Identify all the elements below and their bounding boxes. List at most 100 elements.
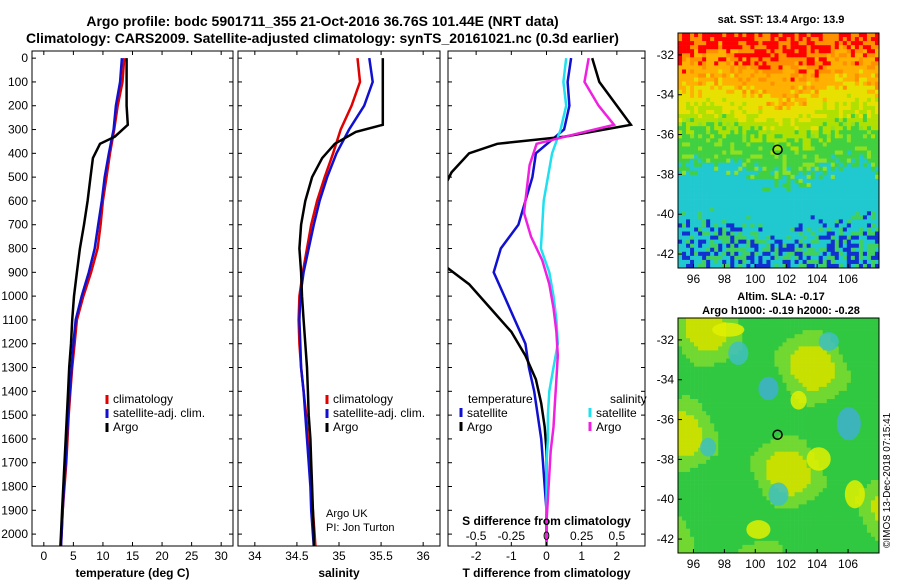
map-cell xyxy=(722,223,727,228)
map-cell xyxy=(758,223,763,228)
map-cell xyxy=(850,186,856,192)
map-cell xyxy=(810,158,815,163)
map-cell xyxy=(690,419,695,424)
map-cell xyxy=(746,219,751,224)
map-cell xyxy=(838,443,844,448)
map-cell xyxy=(722,366,727,371)
map-cell xyxy=(834,109,840,115)
map-cell xyxy=(730,219,735,224)
map-cell xyxy=(726,415,731,420)
map-cell xyxy=(714,227,719,232)
map-cell xyxy=(842,122,848,127)
map-cell xyxy=(810,65,815,70)
map-cell xyxy=(806,130,811,135)
map-cell xyxy=(874,150,880,155)
map-cell xyxy=(706,101,711,107)
map-cell xyxy=(782,322,787,327)
map-cell xyxy=(850,219,856,224)
map-cell xyxy=(762,61,767,66)
map-cell xyxy=(686,366,691,371)
map-cell xyxy=(698,247,703,253)
map-cell xyxy=(698,81,703,86)
map-cell xyxy=(870,199,876,204)
temperature-legend-label: Argo xyxy=(113,420,139,434)
map-cell xyxy=(866,455,872,461)
map-cell xyxy=(818,243,824,249)
map-cell xyxy=(718,451,723,457)
map-cell xyxy=(746,203,751,208)
map-cell xyxy=(702,227,707,232)
map-cell xyxy=(794,342,799,347)
map-cell xyxy=(742,207,747,212)
map-cell xyxy=(734,158,739,163)
map-cell xyxy=(730,89,735,95)
map-cell xyxy=(710,354,715,359)
map-cell xyxy=(862,45,868,50)
map-cell xyxy=(706,231,711,236)
map-cell xyxy=(798,130,803,135)
map-cell xyxy=(722,459,727,465)
map-cell xyxy=(702,455,707,461)
map-cell xyxy=(694,358,699,363)
map-cell xyxy=(686,330,691,335)
map-cell xyxy=(710,126,715,131)
map-cell xyxy=(770,69,775,74)
map-cell xyxy=(774,231,779,236)
map-cell xyxy=(726,162,731,168)
map-cell xyxy=(822,223,828,228)
map-cell xyxy=(874,73,880,78)
map-cell xyxy=(762,263,767,269)
map-cell xyxy=(806,166,811,172)
map-cell xyxy=(790,411,795,416)
map-cell xyxy=(854,150,860,155)
map-cell xyxy=(794,77,799,82)
map-cell xyxy=(750,174,755,180)
map-cell xyxy=(714,61,719,66)
map-cell xyxy=(682,142,687,147)
map-cell xyxy=(710,138,715,143)
map-cell xyxy=(682,134,687,139)
map-cell xyxy=(862,338,868,343)
map-cell xyxy=(774,374,779,380)
map-cell xyxy=(774,354,779,359)
map-cell xyxy=(758,191,763,196)
map-cell xyxy=(854,162,860,168)
map-cell xyxy=(818,435,824,440)
map-cell xyxy=(706,162,711,168)
map-cell xyxy=(854,126,860,131)
map-cell xyxy=(762,146,767,151)
map-cell xyxy=(762,203,767,208)
map-cell xyxy=(678,93,683,99)
map-cell xyxy=(822,211,828,216)
map-cell xyxy=(746,130,751,135)
map-cell xyxy=(690,207,695,212)
map-cell xyxy=(738,195,743,200)
map-cell xyxy=(790,65,795,70)
map-cell xyxy=(766,77,771,82)
map-cell xyxy=(862,423,868,428)
map-cell xyxy=(866,105,872,111)
map-cell xyxy=(734,403,739,408)
map-cell xyxy=(730,223,735,228)
map-cell xyxy=(682,138,687,143)
temperature-series-satellite-adj-clim- xyxy=(59,58,124,546)
map-cell xyxy=(702,342,707,347)
map-cell xyxy=(706,57,711,62)
map-cell xyxy=(714,81,719,86)
map-cell xyxy=(686,394,691,400)
map-cell xyxy=(838,182,844,188)
map-cell xyxy=(834,382,840,388)
map-cell xyxy=(726,239,731,244)
map-cell xyxy=(790,451,795,457)
map-cell xyxy=(702,338,707,343)
map-cell xyxy=(826,53,832,58)
map-cell xyxy=(766,399,771,404)
map-cell xyxy=(750,338,755,343)
map-cell xyxy=(842,330,848,335)
map-cell xyxy=(710,239,715,244)
map-cell xyxy=(706,263,711,269)
map-cell xyxy=(754,382,759,388)
map-cell xyxy=(722,45,727,50)
map-cell xyxy=(846,326,852,331)
map-cell xyxy=(834,191,840,196)
